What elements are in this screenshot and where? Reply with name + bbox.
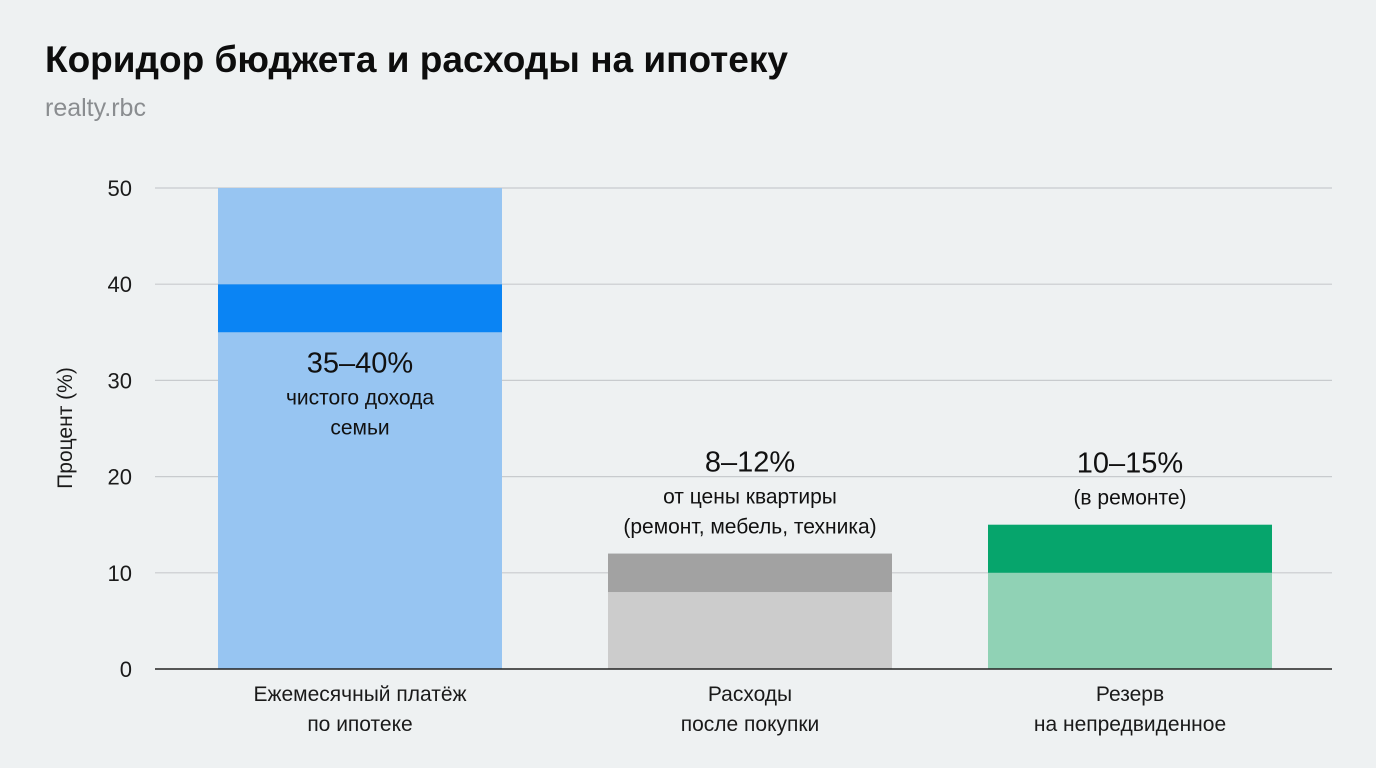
data-label-note: (в ремонте): [1073, 487, 1186, 510]
bar-segment: [988, 572, 1272, 669]
bar-segment: [608, 553, 892, 593]
bar-segment: [988, 524, 1272, 573]
bar-segment: [218, 284, 502, 333]
data-label-note: семьи: [330, 416, 389, 439]
y-tick-label: 30: [108, 368, 132, 393]
x-tick-label: на непредвиденное: [1034, 713, 1226, 736]
x-tick-label: Резерв: [1096, 683, 1164, 706]
x-tick-label: Ежемесячный платёж: [253, 683, 466, 706]
bars: [218, 188, 1272, 669]
chart-subtitle: realty.rbc: [45, 94, 146, 122]
data-label-note: (ремонт, мебель, техника): [623, 516, 876, 539]
data-label-value: 35–40%: [307, 347, 413, 379]
y-tick-label: 20: [108, 465, 132, 490]
y-axis-label: Процент (%): [54, 367, 77, 489]
y-tick-label: 50: [108, 176, 132, 201]
data-label-note: от цены квартиры: [663, 486, 837, 509]
data-label-value: 10–15%: [1077, 448, 1183, 480]
x-tick-label: Расходы: [708, 683, 792, 706]
bar-segment: [218, 188, 502, 285]
bar-segment: [218, 332, 502, 669]
labels: 0 10 20 30 40 50 Ежемесячный платёж по ипотеке 3…: [108, 176, 1227, 736]
data-label-value: 8–12%: [705, 447, 795, 479]
chart-title: Коридор бюджета и расходы на ипотеку: [45, 39, 788, 80]
y-tick-label: 0: [120, 657, 132, 682]
x-tick-label: по ипотеке: [307, 713, 412, 736]
bar-segment: [608, 592, 892, 669]
y-tick-label: 40: [108, 272, 132, 297]
data-label-note: чистого дохода: [286, 386, 434, 409]
x-tick-label: после покупки: [681, 713, 820, 736]
y-tick-label: 10: [108, 561, 132, 586]
